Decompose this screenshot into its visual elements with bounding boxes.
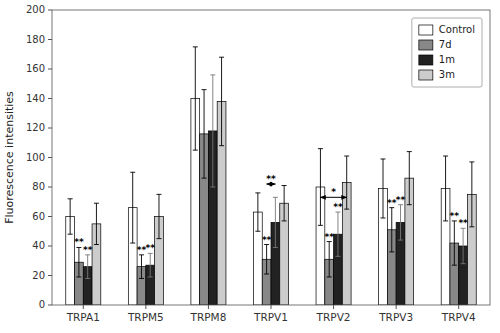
error-bar: [202, 90, 207, 178]
y-tick: [48, 10, 52, 11]
error-bar: [344, 156, 349, 209]
y-tick-label: 140: [26, 93, 45, 104]
error-bar: [148, 253, 153, 277]
significance-label: **: [262, 235, 272, 245]
y-tick: [48, 187, 52, 188]
error-bar: [139, 255, 144, 279]
y-tick-label: 60: [32, 211, 45, 222]
x-tick-label: TRPM8: [190, 311, 227, 323]
error-bar: [407, 152, 412, 205]
y-tick: [48, 275, 52, 276]
comparison-label: **: [266, 174, 276, 184]
error-bar: [255, 193, 260, 231]
legend-swatch: [419, 55, 433, 65]
series: [92, 57, 476, 305]
x-tick: [145, 305, 146, 309]
error-bar: [452, 221, 457, 265]
x-tick: [333, 305, 334, 309]
significance-label: **: [146, 243, 156, 253]
x-tick: [208, 305, 209, 309]
legend-swatch: [419, 40, 433, 50]
x-axis: TRPA1 TRPM5 TRPM8 TRPV1 TRPV2 TRPV3 TRPV4: [66, 305, 476, 323]
y-tick: [48, 305, 52, 306]
chart: 0 20 40 60 80 100 120 140 160 180 200 Fluorescence …: [0, 0, 500, 333]
error-bar: [469, 162, 474, 227]
legend-swatch: [419, 70, 433, 80]
y-tick-label: 80: [32, 181, 45, 192]
annotations: *************************: [74, 174, 468, 255]
error-bar: [443, 156, 448, 221]
y-tick-label: 160: [26, 63, 45, 74]
y-tick-label: 120: [26, 122, 45, 133]
y-tick: [48, 128, 52, 129]
error-bar: [85, 255, 90, 279]
error-bar: [282, 186, 287, 221]
error-bar: [398, 205, 403, 240]
series: [75, 90, 459, 305]
error-bar: [327, 242, 332, 277]
significance-label: **: [83, 245, 93, 255]
legend-box: [412, 18, 482, 87]
y-tick-label: 180: [26, 34, 45, 45]
error-bar: [76, 247, 81, 277]
series: [66, 47, 450, 305]
x-tick-label: TRPV4: [441, 311, 476, 323]
error-bar: [335, 212, 340, 256]
significance-label: **: [333, 202, 343, 212]
series: [83, 75, 467, 305]
y-tick-label: 40: [32, 240, 45, 251]
x-tick: [271, 305, 272, 309]
legend-label: Control: [439, 24, 475, 35]
error-bar: [389, 208, 394, 252]
x-tick-label: TRPV3: [378, 311, 413, 323]
legend-label: 7d: [439, 39, 452, 50]
error-bar: [156, 194, 161, 238]
significance-label: **: [458, 218, 468, 228]
legend: Control 7d 1m 3m: [412, 18, 482, 87]
significance-label: **: [396, 195, 406, 205]
error-bar: [68, 199, 73, 234]
y-tick: [48, 39, 52, 40]
y-tick: [48, 98, 52, 99]
x-tick-label: TRPA1: [66, 311, 100, 323]
error-bar: [318, 149, 323, 226]
x-tick-label: TRPV2: [316, 311, 351, 323]
comparison-label: *: [331, 187, 336, 197]
y-tick: [48, 69, 52, 70]
error-bar: [264, 245, 269, 275]
y-axis-label: Fluorescence intensities: [3, 91, 16, 224]
error-bar: [219, 57, 224, 146]
y-axis: 0 20 40 60 80 100 120 140 160 180 200: [26, 4, 52, 310]
x-tick-label: TRPV1: [253, 311, 288, 323]
legend-label: 1m: [439, 54, 455, 65]
x-tick-label: TRPM5: [127, 311, 164, 323]
error-bar: [130, 172, 135, 243]
plot-frame: [52, 10, 490, 305]
x-tick: [396, 305, 397, 309]
y-tick-label: 0: [39, 299, 45, 310]
y-tick: [48, 246, 52, 247]
error-bar: [193, 47, 198, 150]
y-tick: [48, 157, 52, 158]
y-tick-label: 100: [26, 152, 45, 163]
legend-swatch: [419, 25, 433, 35]
significance-label: **: [324, 232, 334, 242]
x-tick: [458, 305, 459, 309]
x-tick: [83, 305, 84, 309]
error-bar: [273, 197, 278, 247]
error-bar: [210, 75, 215, 187]
error-bar: [461, 228, 466, 263]
error-bar: [94, 203, 99, 244]
legend-label: 3m: [439, 69, 455, 80]
y-tick-label: 200: [26, 4, 45, 15]
error-bar: [381, 159, 386, 218]
y-tick: [48, 216, 52, 217]
y-tick-label: 20: [32, 270, 45, 281]
